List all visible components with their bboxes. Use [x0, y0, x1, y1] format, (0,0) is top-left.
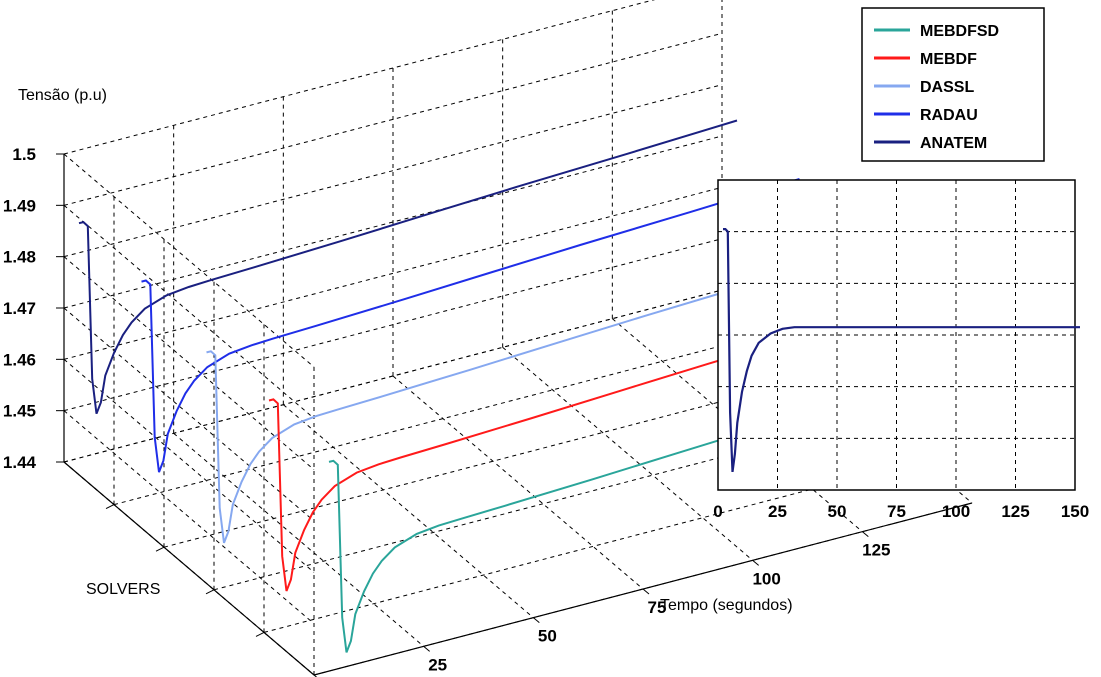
x-tick-label: 100	[752, 569, 780, 588]
inset-x-tick-label: 100	[942, 502, 970, 521]
series-line-mebdfsd	[328, 358, 988, 653]
grid-line-side-horizontal	[63, 307, 315, 522]
y-axis-label: Tensão (p.u)	[18, 87, 107, 104]
series-line-dassl	[206, 248, 865, 544]
grid-line-back-horizontal	[63, 32, 723, 206]
inset-x-tick-label: 150	[1061, 502, 1089, 521]
x-tick-mark	[752, 559, 759, 566]
inset-ticks: 0 25 50 75 100 125 150	[713, 502, 1089, 521]
legend-label: DASSL	[920, 79, 974, 96]
z-tick-mark	[155, 546, 165, 552]
grid-line-floor-time	[63, 289, 723, 463]
y-tick-label: 1.44	[3, 453, 37, 472]
x-tick-label: 75	[648, 598, 667, 617]
inset-x-tick-label: 75	[887, 502, 906, 521]
y-tick-label: 1.46	[3, 350, 36, 369]
grid-line-back-horizontal	[63, 238, 723, 412]
x-tick-mark	[313, 674, 318, 677]
grid-line-floor-depth	[502, 346, 753, 561]
x-tick-mark	[423, 645, 430, 652]
grid-line-back-horizontal	[63, 84, 723, 258]
legend-items: MEBDFSD MEBDF DASSL RADAU ANATEM	[874, 23, 999, 152]
series-line-anatem	[78, 119, 738, 415]
inset-x-tick-label: 0	[713, 502, 722, 521]
legend-label: MEBDF	[920, 51, 977, 68]
series-3d	[78, 119, 988, 653]
series-line-mebdf	[268, 296, 928, 592]
grid-line-side-horizontal	[63, 410, 315, 625]
grid-line-back-horizontal	[63, 135, 723, 309]
x-axis-label: Tempo (segundos)	[660, 597, 793, 614]
z-tick-mark	[105, 504, 115, 510]
legend-label: RADAU	[920, 107, 978, 124]
ticks-3d: 1.5 1.49 1.48 1.47 1.46 1.45 1.44 0 25 50 75 100 125	[3, 145, 891, 677]
grid-line-side-horizontal	[63, 256, 315, 471]
inset-grid	[718, 180, 1075, 490]
grid-line-floor-time	[263, 459, 923, 633]
grid-line-floor-time	[113, 332, 773, 506]
x-tick-mark	[642, 588, 650, 595]
x-tick-label: 50	[538, 627, 557, 646]
legend-label: ANATEM	[920, 135, 987, 152]
z-tick-mark	[205, 589, 215, 595]
grid-line-floor-depth	[283, 404, 534, 619]
inset-series	[723, 228, 1080, 473]
grid-line-floor-time	[163, 374, 823, 548]
inset-x-tick-label: 125	[1001, 502, 1029, 521]
grid-line-floor-time	[213, 417, 873, 591]
grid-line-floor-depth	[173, 432, 424, 647]
axis-line	[63, 461, 315, 676]
z-tick-mark	[255, 631, 265, 637]
grid-line-side-horizontal	[63, 153, 315, 368]
inset-chart: 0 25 50 75 100 125 150	[713, 179, 1089, 521]
inset-series-line-anatem	[723, 228, 1080, 473]
series-line-radau	[141, 177, 800, 473]
y-tick-label: 1.48	[3, 248, 36, 267]
x-tick-label: 25	[428, 655, 447, 674]
grid-line-side-horizontal	[63, 358, 315, 573]
grid-line-side-horizontal	[63, 204, 315, 419]
grid-line-floor-depth	[392, 375, 644, 590]
x-tick-label: 125	[862, 541, 890, 560]
y-tick-label: 1.47	[3, 299, 36, 318]
x-tick-mark	[533, 617, 540, 624]
grid-line-back-horizontal	[63, 0, 656, 155]
grid-line-floor-depth	[612, 318, 863, 533]
grid-line-back-horizontal	[63, 186, 723, 360]
legend-label: MEBDFSD	[920, 23, 999, 40]
legend: MEBDFSD MEBDF DASSL RADAU ANATEM	[861, 7, 1045, 162]
y-tick-label: 1.49	[3, 196, 36, 215]
y-tick-label: 1.5	[12, 145, 36, 164]
y-tick-label: 1.45	[3, 402, 36, 421]
inset-x-tick-label: 25	[768, 502, 787, 521]
inset-x-tick-label: 50	[828, 502, 847, 521]
x-tick-mark	[862, 531, 869, 538]
z-axis-label: SOLVERS	[86, 581, 160, 598]
